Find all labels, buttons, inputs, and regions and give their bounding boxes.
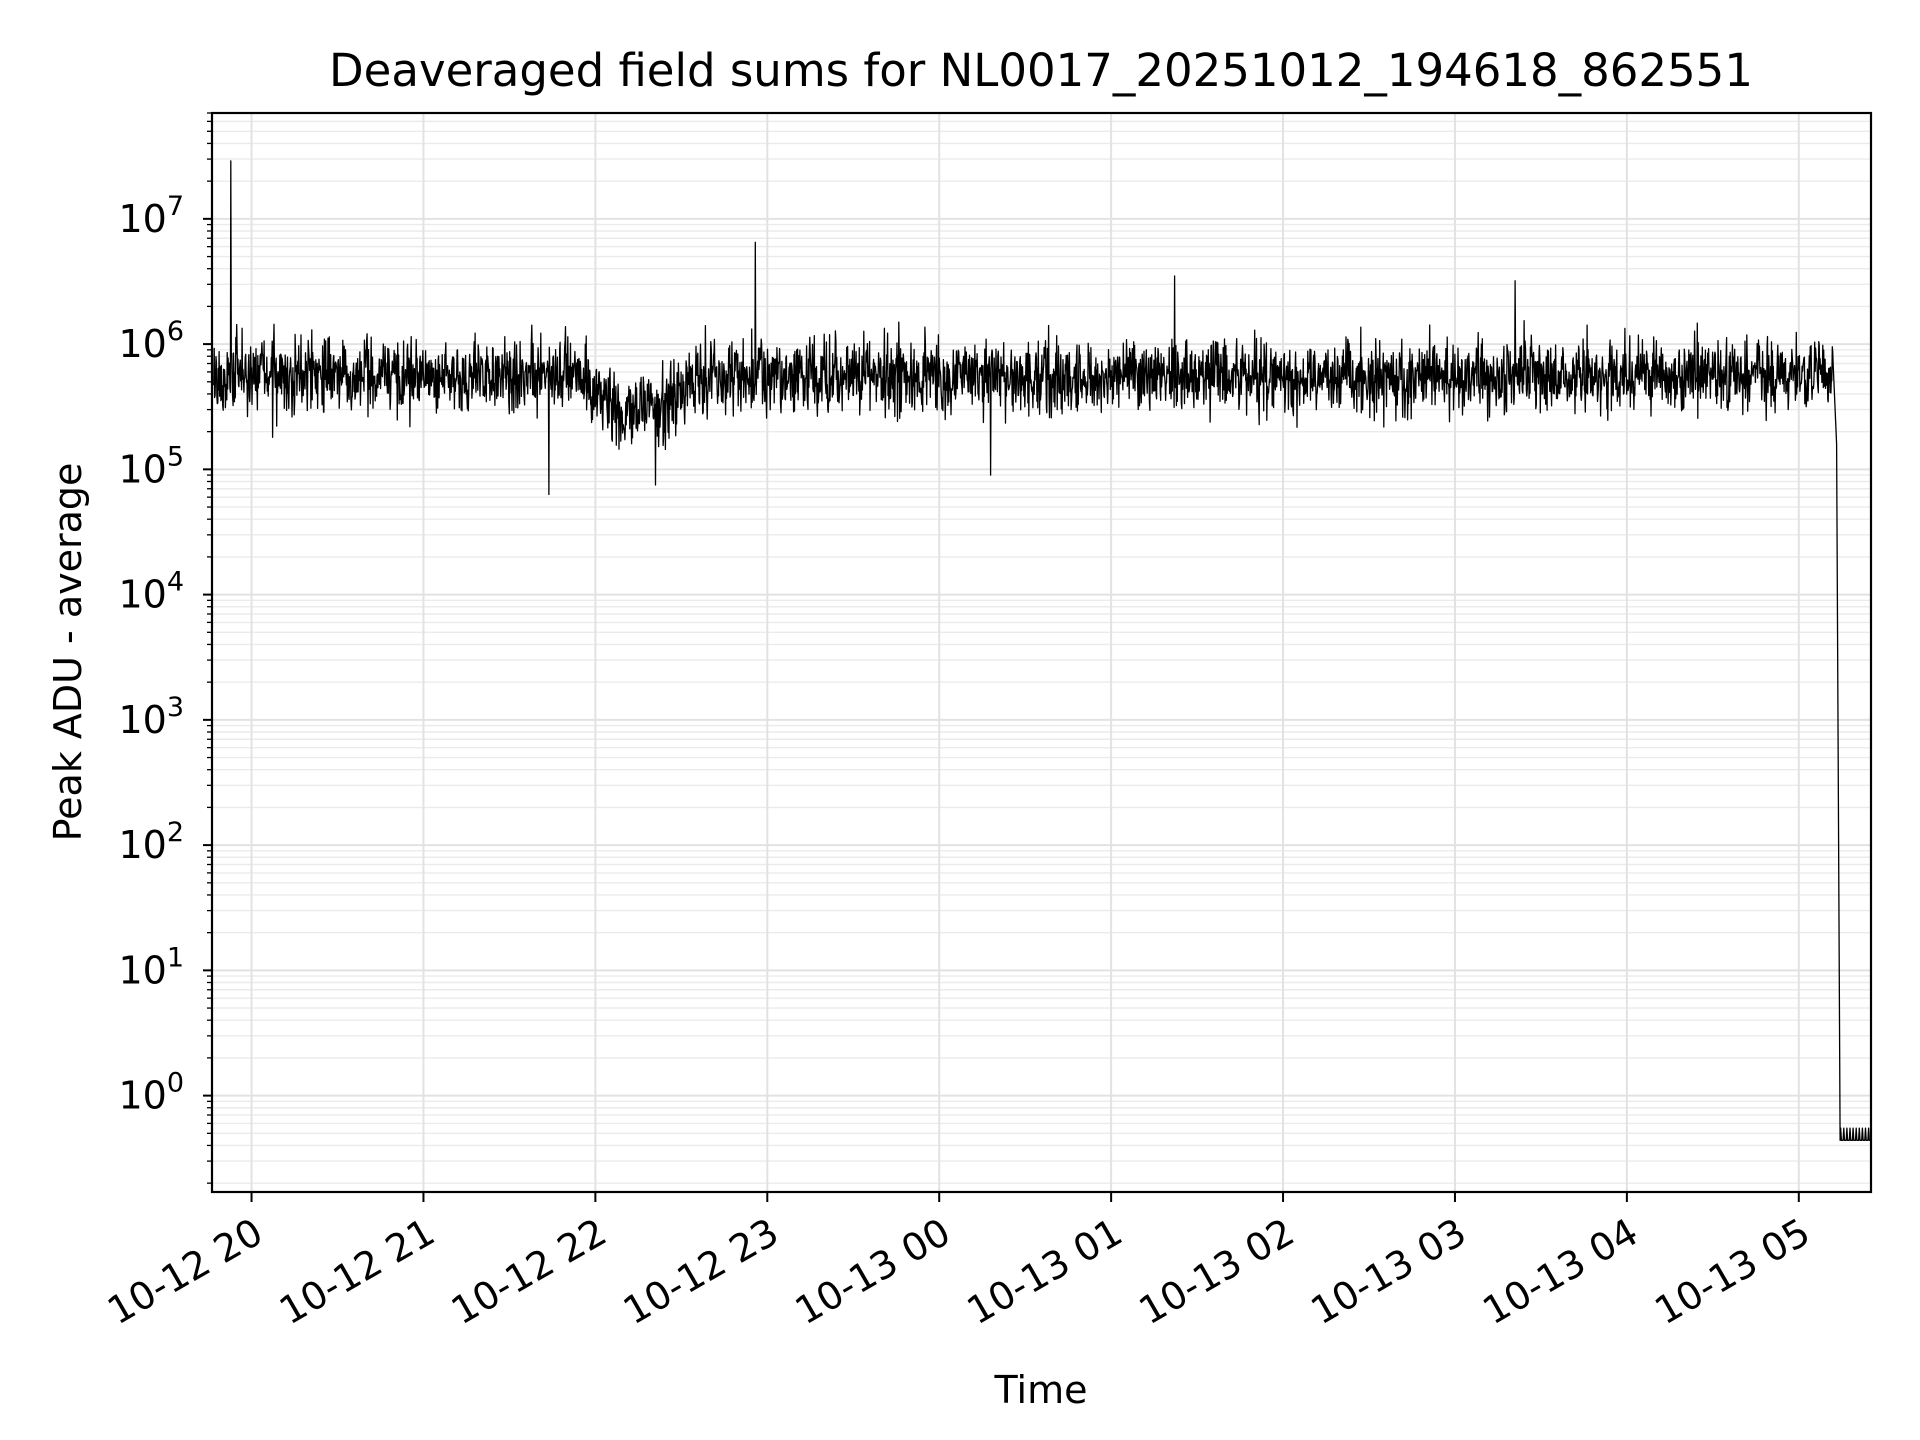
x-axis-label: Time (994, 1368, 1088, 1412)
y-axis-label: Peak ADU - average (46, 463, 90, 842)
chart-title: Deaveraged field sums for NL0017_2025101… (329, 44, 1753, 97)
y-tick-label: 100 (118, 1068, 184, 1118)
y-tick-label: 106 (118, 316, 184, 366)
y-tick-label: 105 (118, 441, 184, 491)
ticks (203, 112, 1800, 1202)
y-tick-label: 103 (118, 692, 184, 742)
plot-frame (210, 111, 1873, 1194)
y-tick-label: 104 (118, 567, 184, 617)
y-tick-label: 101 (118, 942, 184, 992)
series-line (213, 160, 1871, 1141)
series-layer (213, 160, 1871, 1141)
y-tick-label: 102 (118, 817, 184, 867)
grid (212, 112, 1871, 1192)
y-tick-label: 107 (118, 191, 184, 241)
